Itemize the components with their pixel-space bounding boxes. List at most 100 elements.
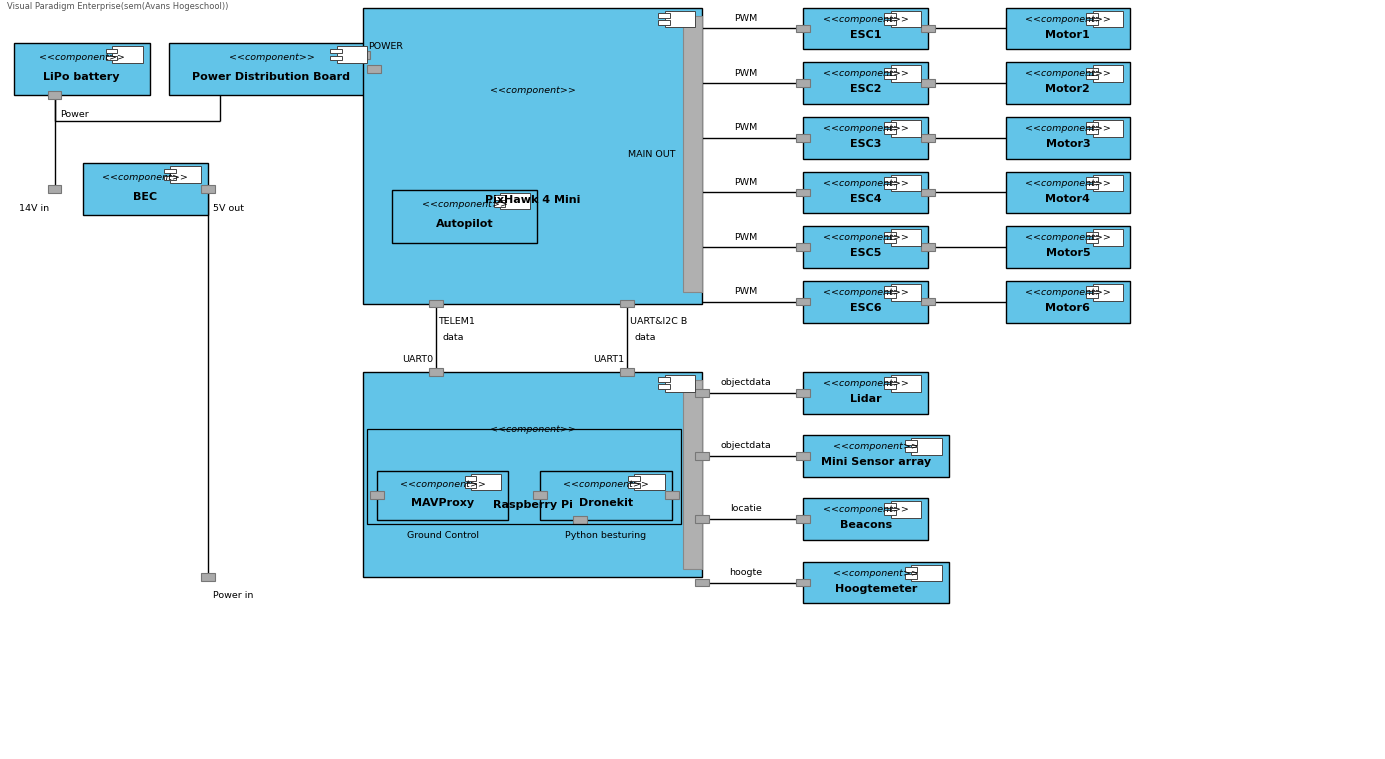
Bar	[627, 476, 640, 480]
Bar	[337, 46, 367, 63]
Bar	[803, 435, 949, 477]
Bar	[658, 385, 670, 389]
Bar	[884, 13, 896, 17]
Bar	[695, 452, 709, 459]
Bar	[363, 372, 702, 577]
Text: <<component>>: <<component>>	[832, 442, 920, 451]
Text: PWM: PWM	[734, 124, 758, 132]
Bar	[921, 24, 935, 32]
Bar	[796, 578, 810, 586]
Text: ESC6: ESC6	[850, 303, 881, 313]
Text: PixHawk 4 Mini: PixHawk 4 Mini	[485, 195, 580, 205]
Bar	[363, 8, 702, 304]
Bar	[803, 172, 928, 213]
Bar	[428, 300, 442, 307]
Text: PWM: PWM	[734, 14, 758, 24]
Text: <<component>>: <<component>>	[823, 288, 909, 297]
Bar	[884, 130, 896, 134]
Text: PWM: PWM	[734, 69, 758, 78]
Text: Motor3: Motor3	[1046, 139, 1090, 149]
Bar	[658, 20, 670, 25]
Bar	[803, 117, 928, 159]
Text: UART1: UART1	[594, 355, 625, 364]
Bar	[1006, 281, 1130, 323]
Text: PWM: PWM	[734, 178, 758, 187]
Bar	[658, 13, 670, 17]
Text: <<component>>: <<component>>	[562, 480, 650, 489]
Text: <<component>>: <<component>>	[823, 124, 909, 133]
Text: <<component>>: <<component>>	[1025, 178, 1111, 187]
Bar	[891, 229, 921, 246]
Bar	[105, 49, 118, 53]
Text: ESC3: ESC3	[850, 139, 881, 149]
Bar	[884, 122, 896, 127]
Text: locatie: locatie	[730, 505, 762, 513]
Text: ESC5: ESC5	[850, 248, 881, 258]
Bar	[377, 471, 508, 520]
Bar	[891, 120, 921, 137]
Text: <<component>>: <<component>>	[421, 200, 508, 209]
Text: PWM: PWM	[734, 288, 758, 297]
Text: <<component>>: <<component>>	[823, 505, 909, 514]
Bar	[921, 188, 935, 196]
Bar	[683, 380, 702, 568]
Bar	[464, 476, 476, 480]
Text: TELEM1: TELEM1	[438, 317, 475, 326]
Text: UART0: UART0	[402, 355, 432, 364]
Bar	[796, 24, 810, 32]
Bar	[163, 176, 176, 181]
Bar	[695, 515, 709, 522]
Bar	[884, 68, 896, 72]
Text: UART&I2C B: UART&I2C B	[630, 317, 687, 326]
Text: <<component>>: <<component>>	[102, 173, 188, 182]
Text: Ground Control: Ground Control	[407, 531, 478, 540]
Bar	[1093, 120, 1123, 137]
Bar	[796, 80, 810, 87]
Bar	[796, 298, 810, 306]
Bar	[921, 244, 935, 251]
Text: <<component>>: <<component>>	[1025, 69, 1111, 78]
Bar	[1093, 65, 1123, 82]
Bar	[1086, 184, 1098, 189]
Text: Motor6: Motor6	[1046, 303, 1090, 313]
Bar	[201, 573, 215, 581]
Text: Motor4: Motor4	[1046, 194, 1090, 203]
Bar	[170, 166, 201, 183]
Bar	[627, 483, 640, 488]
Bar	[540, 471, 672, 520]
Text: ESC4: ESC4	[850, 194, 881, 203]
Bar	[803, 8, 928, 49]
Bar	[392, 190, 537, 243]
Text: Hoogtemeter: Hoogtemeter	[835, 584, 917, 594]
Text: Power: Power	[60, 110, 89, 119]
Bar	[1086, 294, 1098, 298]
Bar	[105, 56, 118, 61]
Text: <<component>>: <<component>>	[489, 425, 576, 434]
Bar	[891, 175, 921, 191]
Bar	[921, 298, 935, 306]
Text: <<component>>: <<component>>	[1025, 233, 1111, 242]
Text: Motor2: Motor2	[1046, 84, 1090, 94]
Text: Autopilot: Autopilot	[436, 219, 493, 229]
Bar	[904, 448, 917, 452]
Bar	[884, 503, 896, 508]
Text: <<component>>: <<component>>	[823, 69, 909, 78]
Bar	[796, 134, 810, 142]
Bar	[796, 244, 810, 251]
Bar	[428, 368, 442, 376]
Text: data: data	[442, 333, 464, 342]
Bar	[884, 75, 896, 80]
Bar	[1086, 286, 1098, 291]
Bar	[891, 11, 921, 27]
Bar	[500, 193, 530, 209]
Text: Beacons: Beacons	[839, 520, 892, 530]
Text: MAVProxy: MAVProxy	[411, 498, 474, 508]
Text: <<component>>: <<component>>	[1025, 14, 1111, 24]
Text: Raspberry Pi: Raspberry Pi	[493, 500, 572, 510]
Bar	[695, 578, 709, 586]
Bar	[493, 195, 506, 200]
Bar	[1093, 284, 1123, 301]
Bar	[921, 134, 935, 142]
Bar	[1086, 130, 1098, 134]
Text: <<component>>: <<component>>	[489, 86, 576, 95]
